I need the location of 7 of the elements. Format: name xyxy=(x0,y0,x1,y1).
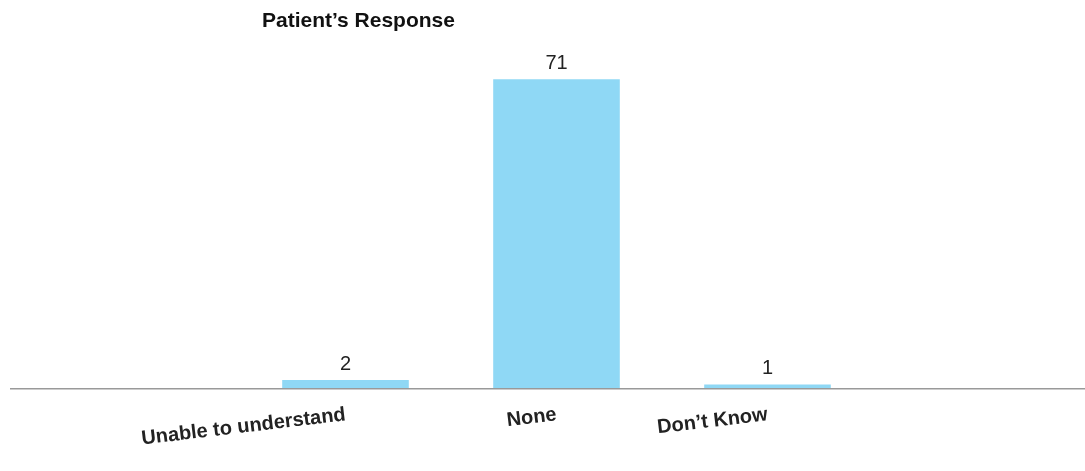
x-tick-label: None xyxy=(505,402,558,431)
data-label: 2 xyxy=(339,351,352,374)
data-label: 1 xyxy=(761,355,774,378)
chart-title: Patient’s Response xyxy=(262,8,455,32)
x-tick-label: Unable to understand xyxy=(140,402,347,449)
x-tick-label: Don’t Know xyxy=(655,402,770,438)
data-label: 71 xyxy=(545,50,568,73)
